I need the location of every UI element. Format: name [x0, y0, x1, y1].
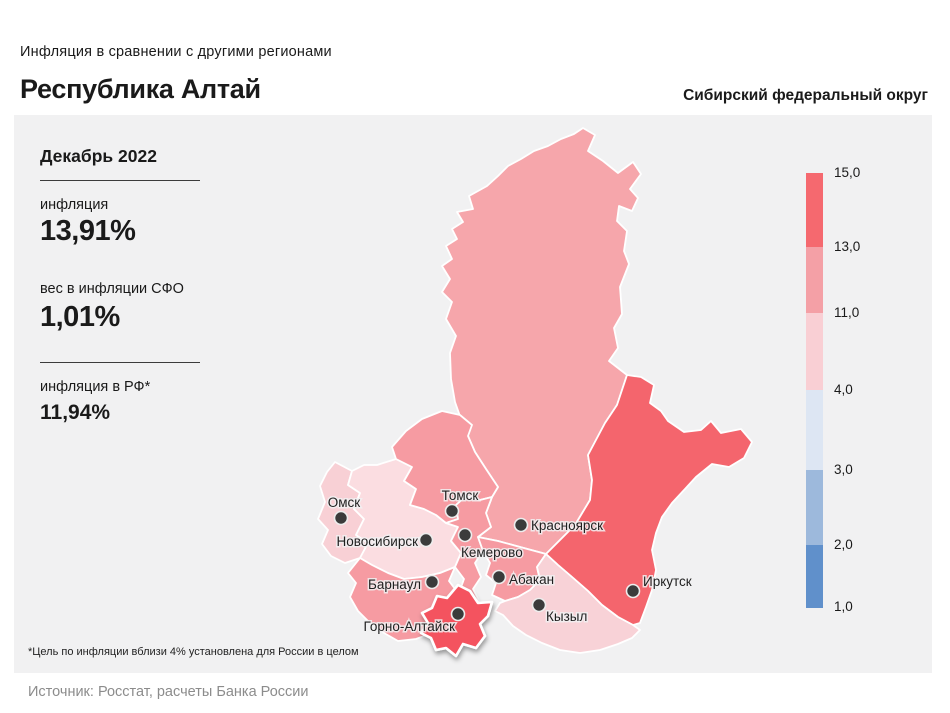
city-marker-barnaul: Барнаул [366, 574, 440, 594]
legend-seg-1-2 [806, 545, 823, 608]
period-label: Декабрь 2022 [40, 146, 157, 166]
inflation-value: 13,91% [40, 215, 136, 247]
legend-seg-13-15 [806, 173, 823, 247]
city-marker-gorno-altaysk: Горно-Алтайск [362, 606, 466, 636]
legend-tick-13: 13,0 [834, 239, 861, 254]
city-label-kemerovo: Кемерово [461, 545, 523, 560]
city-label-kyzyl: Кызыл [546, 609, 587, 624]
region-irkutsk[interactable] [545, 374, 753, 626]
legend-seg-3-4 [806, 390, 823, 470]
region-kemerovo[interactable] [445, 495, 493, 605]
city-label-krasnoyarsk: Красноярск [531, 518, 603, 533]
city-label-gorno-altaysk: Горно-Алтайск [363, 619, 455, 634]
city-label-irkutsk: Иркутск [643, 574, 692, 589]
city-dot-kyzyl[interactable] [531, 597, 547, 613]
legend-tick-1: 1,0 [834, 599, 853, 614]
city-dot-barnaul[interactable] [424, 574, 440, 590]
page-title: Республика Алтай [20, 74, 261, 104]
city-dot-novosibirsk[interactable] [418, 532, 434, 548]
city-marker-omsk: Омск [326, 494, 362, 526]
city-dot-gorno-altaysk[interactable] [450, 606, 466, 622]
inflation-target-footnote: *Цель по инфляции вблизи 4% установлена … [28, 646, 359, 658]
city-label-novosibirsk: Новосибирск [336, 534, 418, 549]
city-marker-novosibirsk: Новосибирск [335, 532, 434, 551]
city-dot-abakan[interactable] [491, 569, 507, 585]
federal-district-label: Сибирский федеральный округ [683, 87, 928, 104]
city-dot-omsk[interactable] [333, 510, 349, 526]
city-dot-krasnoyarsk[interactable] [513, 517, 529, 533]
legend-tick-2: 2,0 [834, 537, 853, 552]
city-marker-kyzyl: Кызыл [531, 597, 589, 626]
city-label-tomsk: Томск [442, 488, 479, 503]
legend-tick-11: 11,0 [834, 305, 860, 320]
inflation-label: инфляция [40, 197, 109, 213]
city-marker-tomsk: Томск [440, 487, 480, 519]
legend-seg-4-11 [806, 313, 823, 390]
legend-seg-2-3 [806, 470, 823, 545]
data-source: Источник: Росстат, расчеты Банка России [28, 684, 309, 700]
city-label-omsk: Омск [328, 495, 361, 510]
rf-inflation-value: 11,94% [40, 401, 111, 424]
weight-value: 1,01% [40, 301, 120, 333]
legend-tick-15: 15,0 [834, 165, 861, 180]
legend-tick-4: 4,0 [834, 382, 853, 397]
city-marker-irkutsk: Иркутск [625, 573, 693, 599]
report-subtitle: Инфляция в сравнении с другими регионами [20, 44, 332, 60]
rf-inflation-label: инфляция в РФ* [40, 379, 151, 395]
weight-label: вес в инфляции СФО [40, 281, 184, 297]
city-marker-abakan: Абакан [491, 569, 556, 589]
choropleth-map: Красноярск Иркутск Омск Новосибирск Томс… [317, 127, 753, 658]
city-dot-irkutsk[interactable] [625, 583, 641, 599]
city-label-barnaul: Барнаул [368, 577, 421, 592]
legend-tick-3: 3,0 [834, 462, 853, 477]
divider [40, 180, 200, 181]
city-marker-krasnoyarsk: Красноярск [513, 517, 605, 535]
city-marker-kemerovo: Кемерово [457, 527, 524, 562]
legend-seg-11-13 [806, 247, 823, 313]
legend-color-bar [806, 173, 823, 608]
region-tyva[interactable] [494, 553, 641, 654]
city-dot-kemerovo[interactable] [457, 527, 473, 543]
city-dot-tomsk[interactable] [444, 503, 460, 519]
city-label-abakan: Абакан [509, 572, 554, 587]
divider [40, 362, 200, 363]
